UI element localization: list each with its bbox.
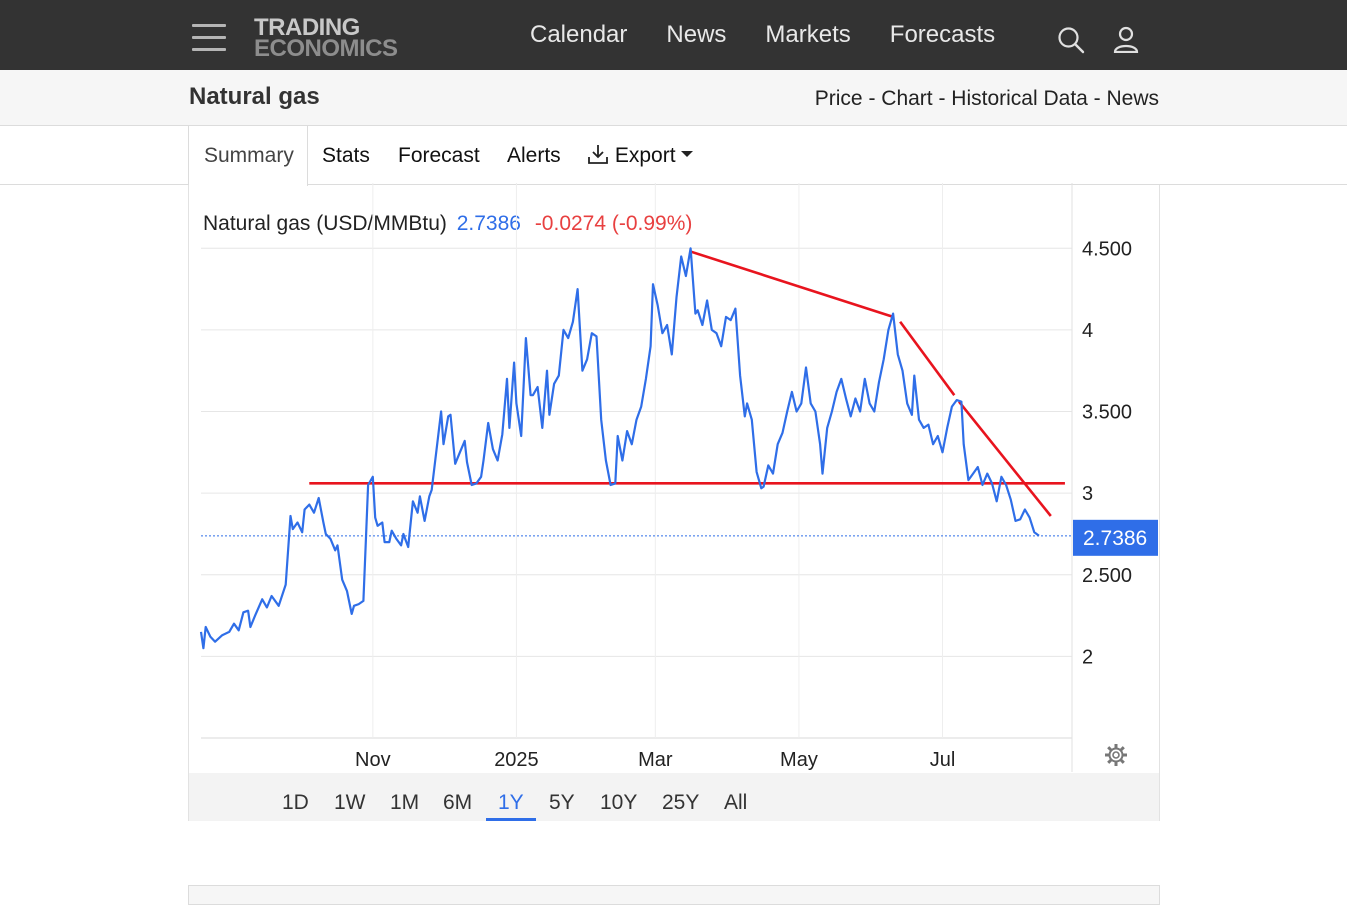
tab-forecast[interactable]: Forecast xyxy=(398,144,480,167)
range-1d[interactable]: 1D xyxy=(282,791,309,814)
nav-link-markets[interactable]: Markets xyxy=(765,21,851,48)
hamburger-menu-icon[interactable] xyxy=(192,24,226,52)
y-tick-label: 3 xyxy=(1082,483,1093,505)
x-tick-label: 2025 xyxy=(494,749,539,771)
price-series-line xyxy=(199,247,1040,650)
settings-gear-icon[interactable] xyxy=(1105,744,1127,766)
tabs-bar: Summary Stats Forecast Alerts Export xyxy=(0,126,1347,186)
nav-link-forecasts[interactable]: Forecasts xyxy=(889,21,996,48)
range-5y[interactable]: 5Y xyxy=(549,791,575,814)
logo[interactable]: TRADING ECONOMICS xyxy=(254,14,424,62)
top-nav: TRADING ECONOMICS Calendar News Markets … xyxy=(0,0,1347,70)
range-all[interactable]: All xyxy=(724,791,748,814)
download-icon xyxy=(588,145,608,164)
range-10y[interactable]: 10Y xyxy=(600,791,638,814)
trend-line xyxy=(690,250,894,319)
search-icon[interactable] xyxy=(1057,26,1085,54)
x-tick-label: Mar xyxy=(638,749,673,771)
tab-stats[interactable]: Stats xyxy=(322,144,370,167)
x-tick-label: May xyxy=(780,749,818,771)
nav-link-calendar[interactable]: Calendar xyxy=(530,21,628,48)
x-tick-label: Jul xyxy=(930,749,956,771)
section-links[interactable]: Price - Chart - Historical Data - News xyxy=(814,87,1159,110)
range-selector xyxy=(189,773,1159,821)
x-tick-label: Nov xyxy=(355,749,391,771)
last-price-label: 2.7386 xyxy=(1083,527,1147,550)
page-title: Natural gas xyxy=(189,83,320,110)
y-tick-label: 4 xyxy=(1082,320,1093,342)
y-tick-label: 2.500 xyxy=(1082,565,1132,587)
price-chart[interactable]: 2 2.500 3 3.500 4 4.500 Nov 2025 Mar May Jul 2.73… xyxy=(0,0,1347,780)
range-25y[interactable]: 25Y xyxy=(662,791,700,814)
tab-alerts[interactable]: Alerts xyxy=(507,144,561,167)
active-range-underline xyxy=(486,818,536,821)
chart-panel xyxy=(188,185,1160,821)
logo-line1: TRADING xyxy=(254,14,360,41)
last-price-box xyxy=(1073,519,1158,556)
bottom-section xyxy=(188,885,1160,905)
y-tick-label: 2 xyxy=(1082,646,1093,668)
range-1y[interactable]: 1Y xyxy=(498,791,524,814)
tab-export[interactable]: Export xyxy=(587,126,694,185)
trend-line xyxy=(957,400,1052,517)
y-tick-label: 3.500 xyxy=(1082,402,1132,424)
range-1w[interactable]: 1W xyxy=(334,791,366,814)
nav-link-news[interactable]: News xyxy=(666,21,727,48)
quote-header: Natural gas (USD/MMBtu) 2.7386 -0.0274 (… xyxy=(203,212,692,236)
quote-change: -0.0274 (-0.99%) xyxy=(534,212,693,235)
tab-export-label: Export xyxy=(614,144,676,167)
nav-links: Calendar News Markets Forecasts xyxy=(530,0,1034,70)
caret-down-icon xyxy=(681,151,694,157)
user-icon[interactable] xyxy=(1112,25,1140,53)
instrument-name: Natural gas (USD/MMBtu) xyxy=(203,212,447,235)
quote-price: 2.7386 xyxy=(456,212,521,235)
y-tick-label: 4.500 xyxy=(1082,238,1132,260)
tab-summary[interactable]: Summary xyxy=(188,126,308,186)
logo-line2: ECONOMICS xyxy=(254,35,398,62)
range-6m[interactable]: 6M xyxy=(443,791,473,814)
sub-header: Natural gas Price - Chart - Historical D… xyxy=(0,70,1347,126)
trend-line xyxy=(899,320,956,396)
range-1m[interactable]: 1M xyxy=(390,791,420,814)
